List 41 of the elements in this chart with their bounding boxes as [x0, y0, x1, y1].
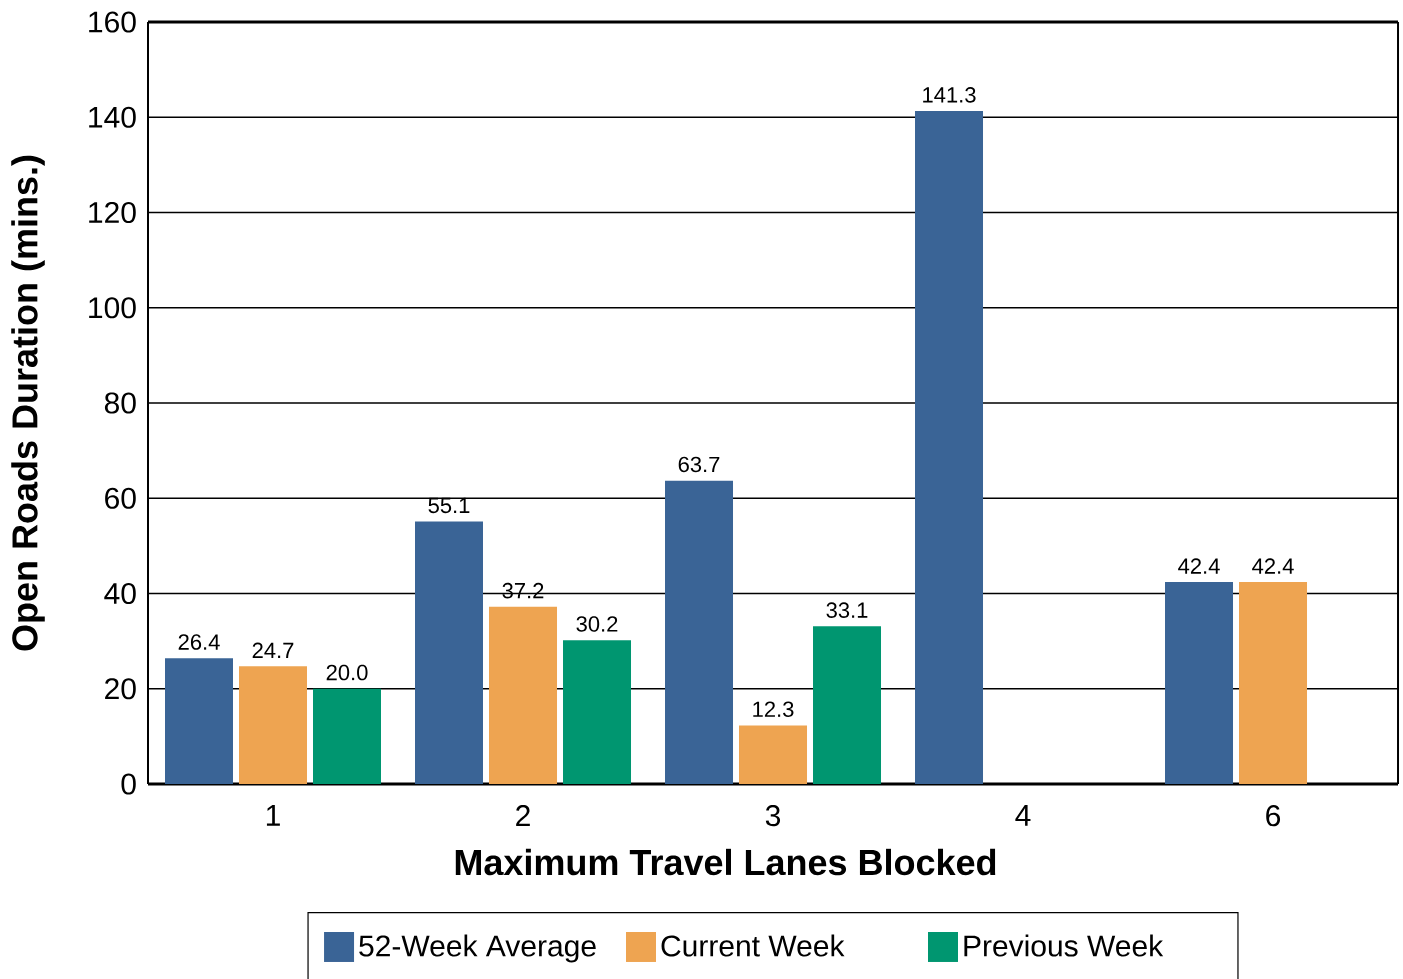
- bar: [739, 725, 808, 784]
- data-label: 20.0: [326, 664, 368, 681]
- y-tick-label: 140: [89, 106, 136, 128]
- data-label: 30.2: [576, 616, 618, 632]
- data-label: 24.7: [252, 642, 294, 658]
- data-label: 63.7: [678, 456, 720, 473]
- data-label: 42.4: [1178, 558, 1220, 574]
- x-tick-label: 6: [1266, 805, 1281, 827]
- y-tick-label: 80: [104, 392, 136, 414]
- x-tick-label: 3: [765, 805, 781, 827]
- bar: [1239, 582, 1308, 784]
- y-axis-title: Open Roads Duration (mins.): [11, 155, 45, 651]
- x-tick-label: 2: [516, 805, 530, 826]
- legend-label: Current Week: [661, 934, 845, 957]
- bar: [415, 521, 483, 784]
- bar: [1165, 582, 1234, 784]
- y-tick-label: 100: [89, 297, 136, 319]
- bar: [165, 658, 233, 784]
- x-tick-label: 4: [1015, 805, 1031, 826]
- data-label: 141.3: [923, 87, 976, 103]
- y-tick-label: 60: [105, 487, 136, 509]
- bar: [239, 666, 307, 784]
- y-tick-label: 40: [104, 582, 136, 605]
- bar: [563, 640, 632, 784]
- y-tick-label: 160: [89, 11, 136, 33]
- bar: [915, 111, 984, 784]
- data-label: 12.3: [753, 701, 794, 718]
- legend-label: 52-Week Average: [359, 934, 596, 963]
- y-tick-label: 0: [121, 773, 136, 795]
- bar: [313, 688, 381, 784]
- data-label: 33.1: [826, 602, 868, 618]
- y-tick-label: 20: [105, 678, 136, 700]
- x-tick-label: 1: [266, 805, 280, 826]
- data-label: 26.4: [178, 634, 220, 650]
- legend-label: Previous Week: [964, 934, 1164, 957]
- data-label: 42.4: [1252, 558, 1294, 574]
- y-tick-label: 120: [89, 201, 136, 224]
- bar: [665, 480, 734, 784]
- x-axis-title: Maximum Travel Lanes Blocked: [455, 848, 996, 876]
- bar: [489, 606, 558, 784]
- bar: [813, 626, 882, 784]
